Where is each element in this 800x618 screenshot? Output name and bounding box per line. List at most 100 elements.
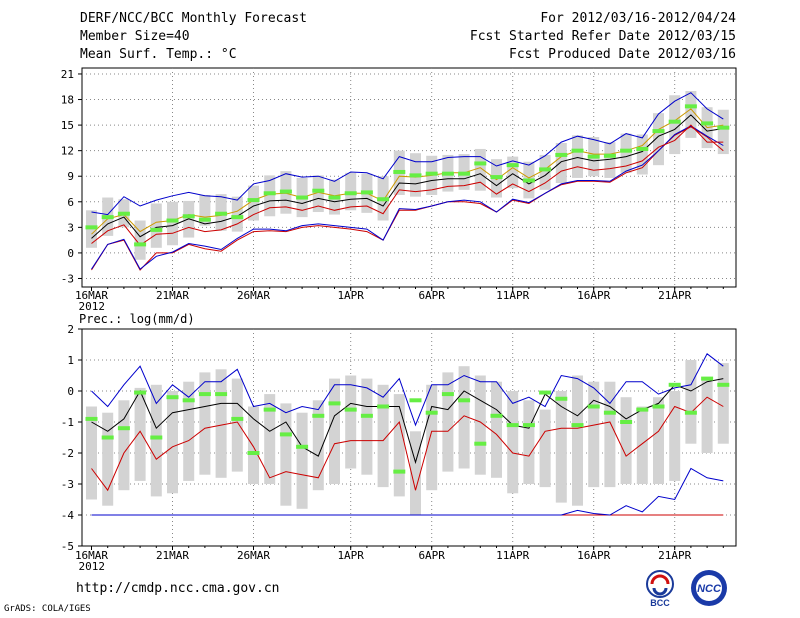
temp-y-tick-label: 15 [61,119,74,132]
prec-mean-marker [441,392,454,397]
prec-mean-marker [393,469,406,474]
forecast-started-date: Fcst Started Refer Date 2012/03/15 [469,29,736,44]
prec-mean-marker [458,398,471,403]
temp-x-tick-label: 21MAR [156,289,189,302]
temp-lower-line [91,124,724,246]
prec-box [426,384,438,491]
temp-y-tick-label: 3 [67,221,74,234]
prec-box [312,400,324,491]
temp-box [620,133,632,173]
temp-x-tick-label: 16APR [577,289,610,302]
prec-mean-marker [425,410,438,415]
prec-box [442,372,454,472]
prec-upper-line [91,353,724,427]
prec-ensemble-max-line [91,467,724,516]
prec-mean-marker [668,382,681,387]
temp-y-tick-label: -3 [61,272,74,285]
temp-mean-marker [182,214,195,219]
temp-mean-line [91,108,724,235]
temp-x-tick-label: 1APR [337,289,364,302]
temp-mean-marker [587,154,600,159]
temp-mean-marker [377,197,390,202]
prec-mean-marker [571,423,584,428]
prec-y-tick-label: -3 [61,478,74,491]
temp-box [248,185,259,221]
prec-y-tick-label: 1 [67,354,74,367]
prec-box [539,409,551,488]
prec-y-tick-label: -2 [61,447,74,460]
temp-box [231,196,243,232]
prec-lower-line [91,396,724,492]
chart-header-left: DERF/NCC/BCC Monthly Forecast Member Size… [80,10,307,64]
prec-mean-marker [506,423,519,428]
temp-panel: -3 0 3 6 9 12 15 18 21 16MAR 21MAR 26MAR 1APR 6APR 11A… [61,67,737,313]
temp-mean-marker [425,171,438,176]
prec-mean-marker [490,413,503,418]
prec-median-line [91,378,724,465]
temp-year-label: 2012 [79,300,106,313]
temp-box [474,148,486,191]
prec-mean-marker [247,451,260,455]
prec-mean-marker [215,392,228,397]
prec-box [458,366,470,469]
temp-ensemble-min-line [91,126,724,271]
temp-x-tick-label: 26MAR [237,289,270,302]
prec-mean-marker [182,398,195,403]
prec-mean-marker [101,435,114,440]
prec-y-tick-label: 2 [67,323,74,336]
prec-box [717,363,729,444]
temp-mean-marker [555,152,568,157]
temp-y-tick-label: 12 [61,145,74,158]
prec-box [507,391,519,494]
bcc-logo-text: BCC [650,598,670,608]
temp-mean-marker [409,173,422,178]
temp-median-line [91,114,724,239]
temp-mean-marker [117,211,130,216]
prec-box [345,375,357,469]
ncc-logo-icon: NCC [691,570,727,606]
prec-box [669,391,681,481]
prec-box [377,384,389,488]
prec-box [102,412,114,506]
prec-mean-marker [296,444,309,449]
temp-mean-marker [101,215,114,220]
temp-box [636,134,648,175]
temp-box [555,142,567,184]
prec-x-tick-label: 6APR [418,549,445,562]
prec-panel: -5 -4 -3 -2 -1 0 1 2 16MAR 21MAR 26MAR 1APR 6APR 11AP… [61,312,737,573]
prec-box [150,384,162,497]
prec-mean-marker [701,376,714,381]
prec-y-tick-label: -1 [61,416,74,429]
temp-mean-marker [603,153,616,158]
prec-box [572,375,583,506]
prec-mean-marker [717,382,730,387]
prec-box [280,403,292,506]
prec-box [231,378,243,472]
prec-mean-marker [134,390,147,395]
temp-box [717,109,729,155]
temp-mean-marker [668,119,681,124]
temp-mean-marker [652,129,665,134]
prec-box [410,431,421,515]
temp-mean-marker [490,175,503,180]
temp-mean-marker [701,121,714,126]
temp-mean-marker [636,146,649,151]
prec-box [134,387,146,481]
temp-plot-frame [81,67,737,288]
temp-mean-marker [474,161,487,166]
prec-box [491,381,502,478]
prec-y-tick-label: 0 [67,385,74,398]
prec-mean-marker [166,395,179,400]
prec-box [474,375,486,475]
prec-box [604,381,616,488]
prec-box [636,406,648,484]
prec-mean-marker [117,426,130,431]
prec-box [215,369,227,478]
temp-mean-marker [684,104,697,109]
temp-mean-marker [539,167,552,172]
source-url[interactable]: http://cmdp.ncc.cma.gov.cn [76,581,280,596]
variable-label: Mean Surf. Temp.: °C [80,47,237,62]
temp-y-tick-label: 18 [61,94,74,107]
prec-box [393,394,405,497]
prec-box [555,391,567,503]
